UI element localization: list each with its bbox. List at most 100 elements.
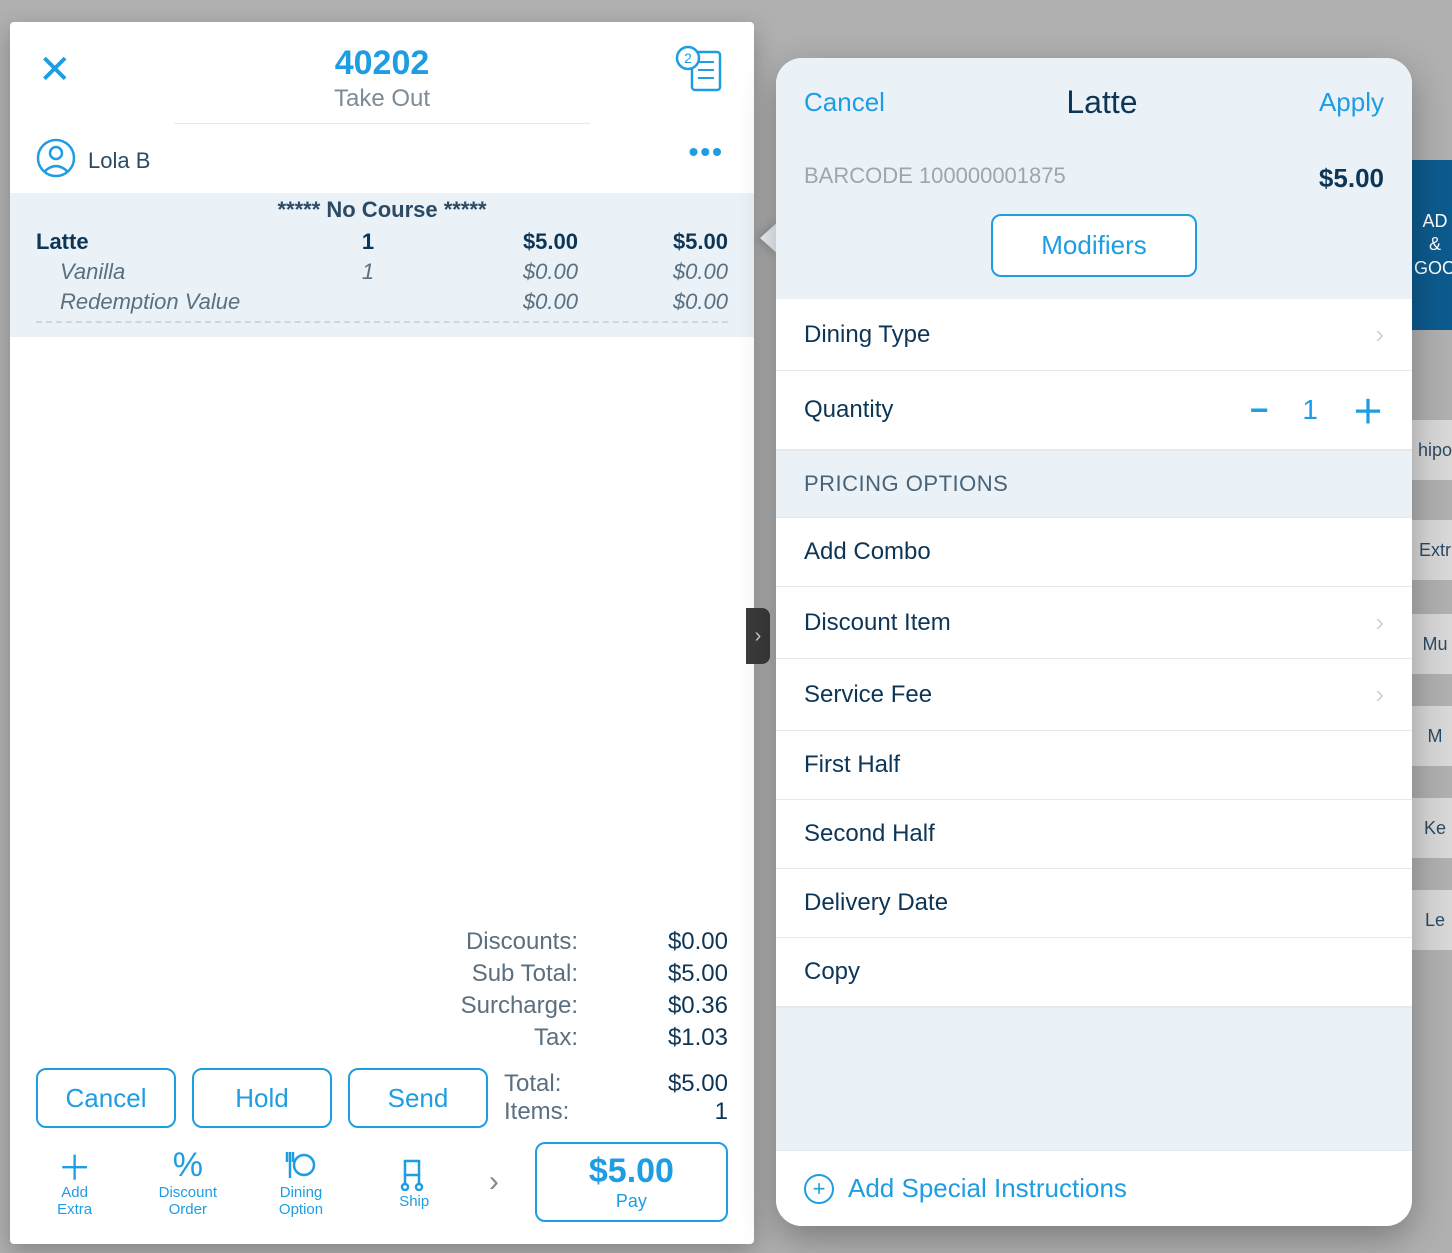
more-icon[interactable]: ••• bbox=[689, 136, 724, 168]
surcharge-label: Surcharge: bbox=[36, 992, 578, 1020]
ship-button[interactable]: Ship bbox=[376, 1155, 453, 1210]
course-header: ***** No Course ***** bbox=[10, 193, 754, 227]
barcode-row: BARCODE 100000001875 $5.00 bbox=[776, 139, 1412, 194]
bg-item-mu: Mu bbox=[1410, 614, 1452, 674]
line-items: Latte 1 $5.00 $5.00 Vanilla 1 $0.00 $0.0… bbox=[10, 227, 754, 337]
dining-option-label: Dining Option bbox=[279, 1184, 323, 1218]
line-ext: $0.00 bbox=[578, 289, 728, 315]
modifiers-button[interactable]: Modifiers bbox=[991, 214, 1196, 277]
order-spacer bbox=[10, 337, 754, 926]
bottom-actions: ＋ Add Extra % Discount Order Dining Opti… bbox=[10, 1134, 754, 1244]
bg-item-ke: Ke bbox=[1410, 798, 1452, 858]
modifiers-wrap: Modifiers bbox=[776, 194, 1412, 299]
delivery-date-row[interactable]: Delivery Date bbox=[776, 869, 1412, 938]
bg-tile-1-line2: GOO bbox=[1414, 257, 1452, 280]
bg-tile-1-line1: AD & bbox=[1422, 210, 1448, 257]
chevron-right-icon[interactable]: › bbox=[489, 1165, 499, 1199]
discounts-value: $0.00 bbox=[578, 928, 728, 956]
copy-row[interactable]: Copy bbox=[776, 938, 1412, 1007]
ship-label: Ship bbox=[399, 1193, 429, 1210]
items-label: Items: bbox=[504, 1098, 569, 1126]
chevron-right-icon: › bbox=[1375, 679, 1384, 710]
first-half-row[interactable]: First Half bbox=[776, 731, 1412, 800]
chevron-right-icon: › bbox=[1375, 607, 1384, 638]
quantity-value: 1 bbox=[1302, 394, 1318, 426]
delivery-date-label: Delivery Date bbox=[804, 889, 948, 917]
line-qty: 1 bbox=[308, 259, 428, 285]
svg-text:2: 2 bbox=[684, 50, 692, 66]
popover-cancel-button[interactable]: Cancel bbox=[804, 87, 885, 118]
copy-label: Copy bbox=[804, 958, 860, 986]
subtotal-value: $5.00 bbox=[578, 960, 728, 988]
line-item-latte[interactable]: Latte 1 $5.00 $5.00 bbox=[36, 227, 728, 257]
add-combo-row[interactable]: Add Combo bbox=[776, 518, 1412, 587]
minus-icon[interactable]: − bbox=[1250, 392, 1269, 429]
quantity-stepper: − 1 ＋ bbox=[1250, 387, 1384, 433]
line-name: Redemption Value bbox=[36, 289, 308, 315]
discounts-label: Discounts: bbox=[36, 928, 578, 956]
dining-icon bbox=[284, 1146, 318, 1184]
bg-item-extra: Extr bbox=[1410, 520, 1452, 580]
plus-circle-icon: + bbox=[804, 1174, 834, 1204]
popover-title: Latte bbox=[1066, 84, 1137, 121]
second-half-label: Second Half bbox=[804, 820, 935, 848]
first-half-label: First Half bbox=[804, 751, 900, 779]
send-button[interactable]: Send bbox=[348, 1068, 488, 1128]
barcode-label: BARCODE 100000001875 bbox=[804, 163, 1066, 194]
bg-item-hipo: hipo bbox=[1410, 420, 1452, 480]
quantity-row: Quantity − 1 ＋ bbox=[776, 371, 1412, 450]
line-ext: $5.00 bbox=[578, 229, 728, 255]
order-documents-icon[interactable]: 2 bbox=[674, 44, 728, 103]
item-price: $5.00 bbox=[1319, 163, 1384, 194]
order-actions: Cancel Hold Send Total:$5.00 Items:1 bbox=[10, 1062, 754, 1134]
order-type: Take Out bbox=[36, 85, 728, 113]
popover-apply-button[interactable]: Apply bbox=[1319, 87, 1384, 118]
line-item-vanilla[interactable]: Vanilla 1 $0.00 $0.00 bbox=[36, 257, 728, 287]
plus-icon[interactable]: ＋ bbox=[1352, 387, 1384, 433]
dining-option-button[interactable]: Dining Option bbox=[262, 1146, 339, 1218]
dashed-divider bbox=[36, 321, 728, 323]
second-half-row[interactable]: Second Half bbox=[776, 800, 1412, 869]
chevron-right-icon: › bbox=[1375, 319, 1384, 350]
discount-item-label: Discount Item bbox=[804, 609, 951, 637]
order-subtotals: Discounts:$0.00 Sub Total:$5.00 Surcharg… bbox=[10, 926, 754, 1062]
line-unit: $0.00 bbox=[428, 259, 578, 285]
dining-type-row[interactable]: Dining Type › bbox=[776, 299, 1412, 371]
discount-item-row[interactable]: Discount Item › bbox=[776, 587, 1412, 659]
customer-row[interactable]: Lola B ••• bbox=[10, 132, 754, 193]
hold-button[interactable]: Hold bbox=[192, 1068, 332, 1128]
pricing-options-label: PRICING OPTIONS bbox=[804, 471, 1008, 497]
user-icon bbox=[36, 138, 76, 183]
items-value: 1 bbox=[715, 1098, 728, 1126]
line-name: Vanilla bbox=[36, 259, 308, 285]
pay-amount: $5.00 bbox=[589, 1152, 674, 1191]
bg-item-le: Le bbox=[1410, 890, 1452, 950]
line-item-redemption[interactable]: Redemption Value $0.00 $0.00 bbox=[36, 287, 728, 317]
bg-tile-1: AD & GOO bbox=[1410, 160, 1452, 330]
customer-name: Lola B bbox=[88, 148, 150, 174]
plus-icon: ＋ bbox=[58, 1146, 92, 1184]
pay-button[interactable]: $5.00 Pay bbox=[535, 1142, 728, 1222]
add-special-instructions-button[interactable]: + Add Special Instructions bbox=[776, 1150, 1412, 1226]
add-extra-button[interactable]: ＋ Add Extra bbox=[36, 1146, 113, 1218]
subtotal-label: Sub Total: bbox=[36, 960, 578, 988]
popover-spacer bbox=[776, 1007, 1412, 1150]
service-fee-row[interactable]: Service Fee › bbox=[776, 659, 1412, 731]
order-panel: ✕ 40202 Take Out 2 Lola B ••• ***** No C bbox=[10, 22, 754, 1244]
order-header: ✕ 40202 Take Out 2 bbox=[10, 22, 754, 132]
discount-order-button[interactable]: % Discount Order bbox=[149, 1146, 226, 1218]
tax-value: $1.03 bbox=[578, 1024, 728, 1052]
total-label: Total: bbox=[504, 1070, 561, 1098]
popover-header: Cancel Latte Apply bbox=[776, 58, 1412, 139]
close-icon[interactable]: ✕ bbox=[38, 50, 72, 90]
quantity-label: Quantity bbox=[804, 396, 893, 424]
cancel-button[interactable]: Cancel bbox=[36, 1068, 176, 1128]
line-qty: 1 bbox=[308, 229, 428, 255]
expand-tab[interactable]: › bbox=[746, 608, 770, 664]
special-instructions-label: Add Special Instructions bbox=[848, 1173, 1127, 1204]
pay-label: Pay bbox=[616, 1191, 647, 1212]
add-extra-label: Add Extra bbox=[57, 1184, 92, 1218]
ship-icon bbox=[397, 1155, 431, 1193]
add-combo-label: Add Combo bbox=[804, 538, 931, 566]
line-ext: $0.00 bbox=[578, 259, 728, 285]
